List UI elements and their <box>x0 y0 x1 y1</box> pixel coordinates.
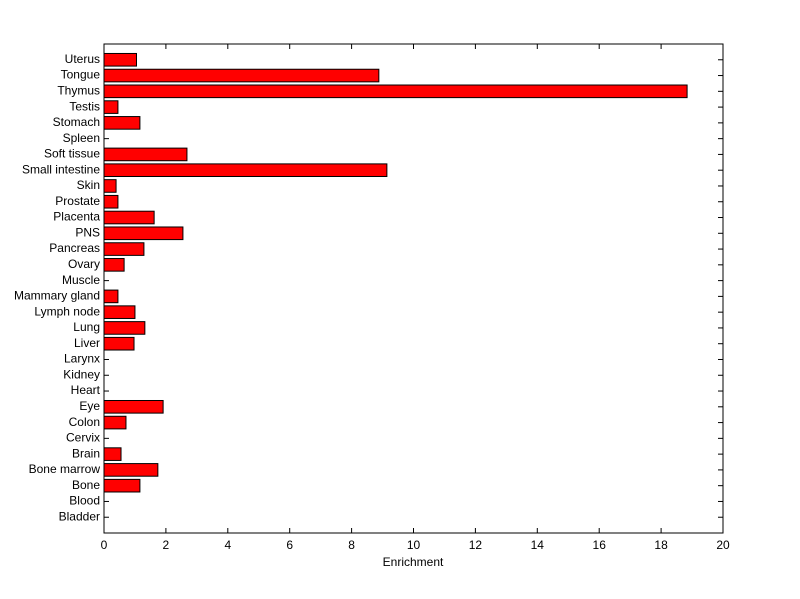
bar <box>103 336 135 351</box>
y-tick-label: Skin <box>77 178 100 192</box>
x-tick-label: 20 <box>716 538 730 552</box>
bar <box>103 52 137 67</box>
y-tick-label: Mammary gland <box>14 289 100 303</box>
y-tick-label: Brain <box>72 446 100 460</box>
y-tick-label: Soft tissue <box>44 147 100 161</box>
x-tick-label: 6 <box>286 538 293 552</box>
bar <box>103 179 117 193</box>
y-tick-label: Bone marrow <box>29 462 101 476</box>
bar <box>103 321 146 335</box>
bar <box>103 415 127 430</box>
x-tick-label: 12 <box>469 538 483 552</box>
y-tick-label: Testis <box>69 99 100 113</box>
y-tick-label: PNS <box>75 225 100 239</box>
bar <box>103 210 155 225</box>
bar <box>103 194 119 209</box>
y-tick-label: Bone <box>72 478 100 492</box>
y-tick-label: Uterus <box>65 52 100 66</box>
y-tick-label: Lymph node <box>34 304 100 318</box>
plot-frame <box>103 43 724 534</box>
bar <box>103 84 688 99</box>
x-tick-label: 4 <box>224 538 231 552</box>
bar <box>103 242 145 256</box>
y-tick-label: Lung <box>73 320 100 334</box>
x-tick-label: 2 <box>163 538 170 552</box>
y-tick-label: Kidney <box>63 367 100 381</box>
y-tick-label: Blood <box>69 494 100 508</box>
x-tick-label: 8 <box>348 538 355 552</box>
bar <box>103 399 164 414</box>
bar <box>103 226 184 241</box>
y-tick-label: Colon <box>69 415 100 429</box>
y-tick-label: Ovary <box>68 257 100 271</box>
y-tick-label: Tongue <box>61 68 101 82</box>
y-tick-label: Muscle <box>62 273 100 287</box>
y-tick-label: Bladder <box>59 509 100 523</box>
y-tick-label: Heart <box>71 383 101 397</box>
y-tick-label: Placenta <box>53 210 100 224</box>
x-tick-label: 16 <box>593 538 607 552</box>
y-tick-label: Small intestine <box>22 162 100 176</box>
bar <box>103 147 188 162</box>
x-tick-label: 14 <box>531 538 545 552</box>
bar <box>103 68 380 83</box>
bar <box>103 163 388 178</box>
y-tick-label: Liver <box>74 336 100 350</box>
y-tick-label: Pancreas <box>49 241 100 255</box>
y-tick-label: Larynx <box>64 352 100 366</box>
bar <box>103 463 159 477</box>
x-tick-label: 10 <box>407 538 421 552</box>
x-axis-label: Enrichment <box>383 555 444 569</box>
bar <box>103 116 141 130</box>
y-tick-label: Thymus <box>57 83 100 97</box>
bar <box>103 447 122 461</box>
bar <box>103 289 119 304</box>
bar <box>103 258 125 272</box>
y-tick-label: Prostate <box>55 194 100 208</box>
bar <box>103 305 136 319</box>
bar <box>103 478 141 493</box>
x-tick-label: 18 <box>654 538 668 552</box>
y-tick-label: Cervix <box>66 431 100 445</box>
bar <box>103 100 119 114</box>
x-tick-label: 0 <box>101 538 108 552</box>
y-tick-label: Stomach <box>53 115 100 129</box>
y-tick-label: Eye <box>79 399 100 413</box>
y-tick-label: Spleen <box>63 131 100 145</box>
